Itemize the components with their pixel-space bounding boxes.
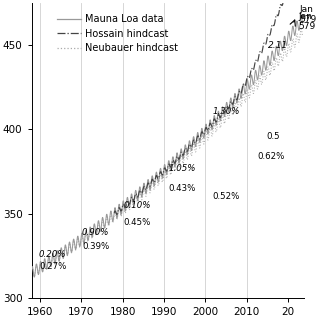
Text: 1.05%: 1.05% [169, 164, 196, 173]
Text: Jan
579: Jan 579 [300, 5, 317, 24]
Text: 0.39%: 0.39% [82, 242, 109, 251]
Text: 0.10%: 0.10% [123, 201, 151, 210]
Text: 0.20%: 0.20% [39, 250, 67, 259]
Text: 1.30%: 1.30% [213, 107, 240, 116]
Text: 2.11: 2.11 [268, 41, 288, 50]
Text: 0.43%: 0.43% [169, 184, 196, 193]
Text: 0.45%: 0.45% [123, 218, 151, 227]
Text: Jan
579: Jan 579 [298, 12, 316, 31]
Text: 0.62%: 0.62% [257, 152, 284, 162]
Legend: Mauna Loa data, Hossain hindcast, Neubauer hindcast: Mauna Loa data, Hossain hindcast, Neubau… [53, 11, 182, 57]
Text: 0.52%: 0.52% [213, 192, 240, 201]
Text: 0.90%: 0.90% [82, 228, 109, 236]
Text: 0.27%: 0.27% [39, 262, 66, 271]
Text: 0.5: 0.5 [267, 132, 280, 141]
